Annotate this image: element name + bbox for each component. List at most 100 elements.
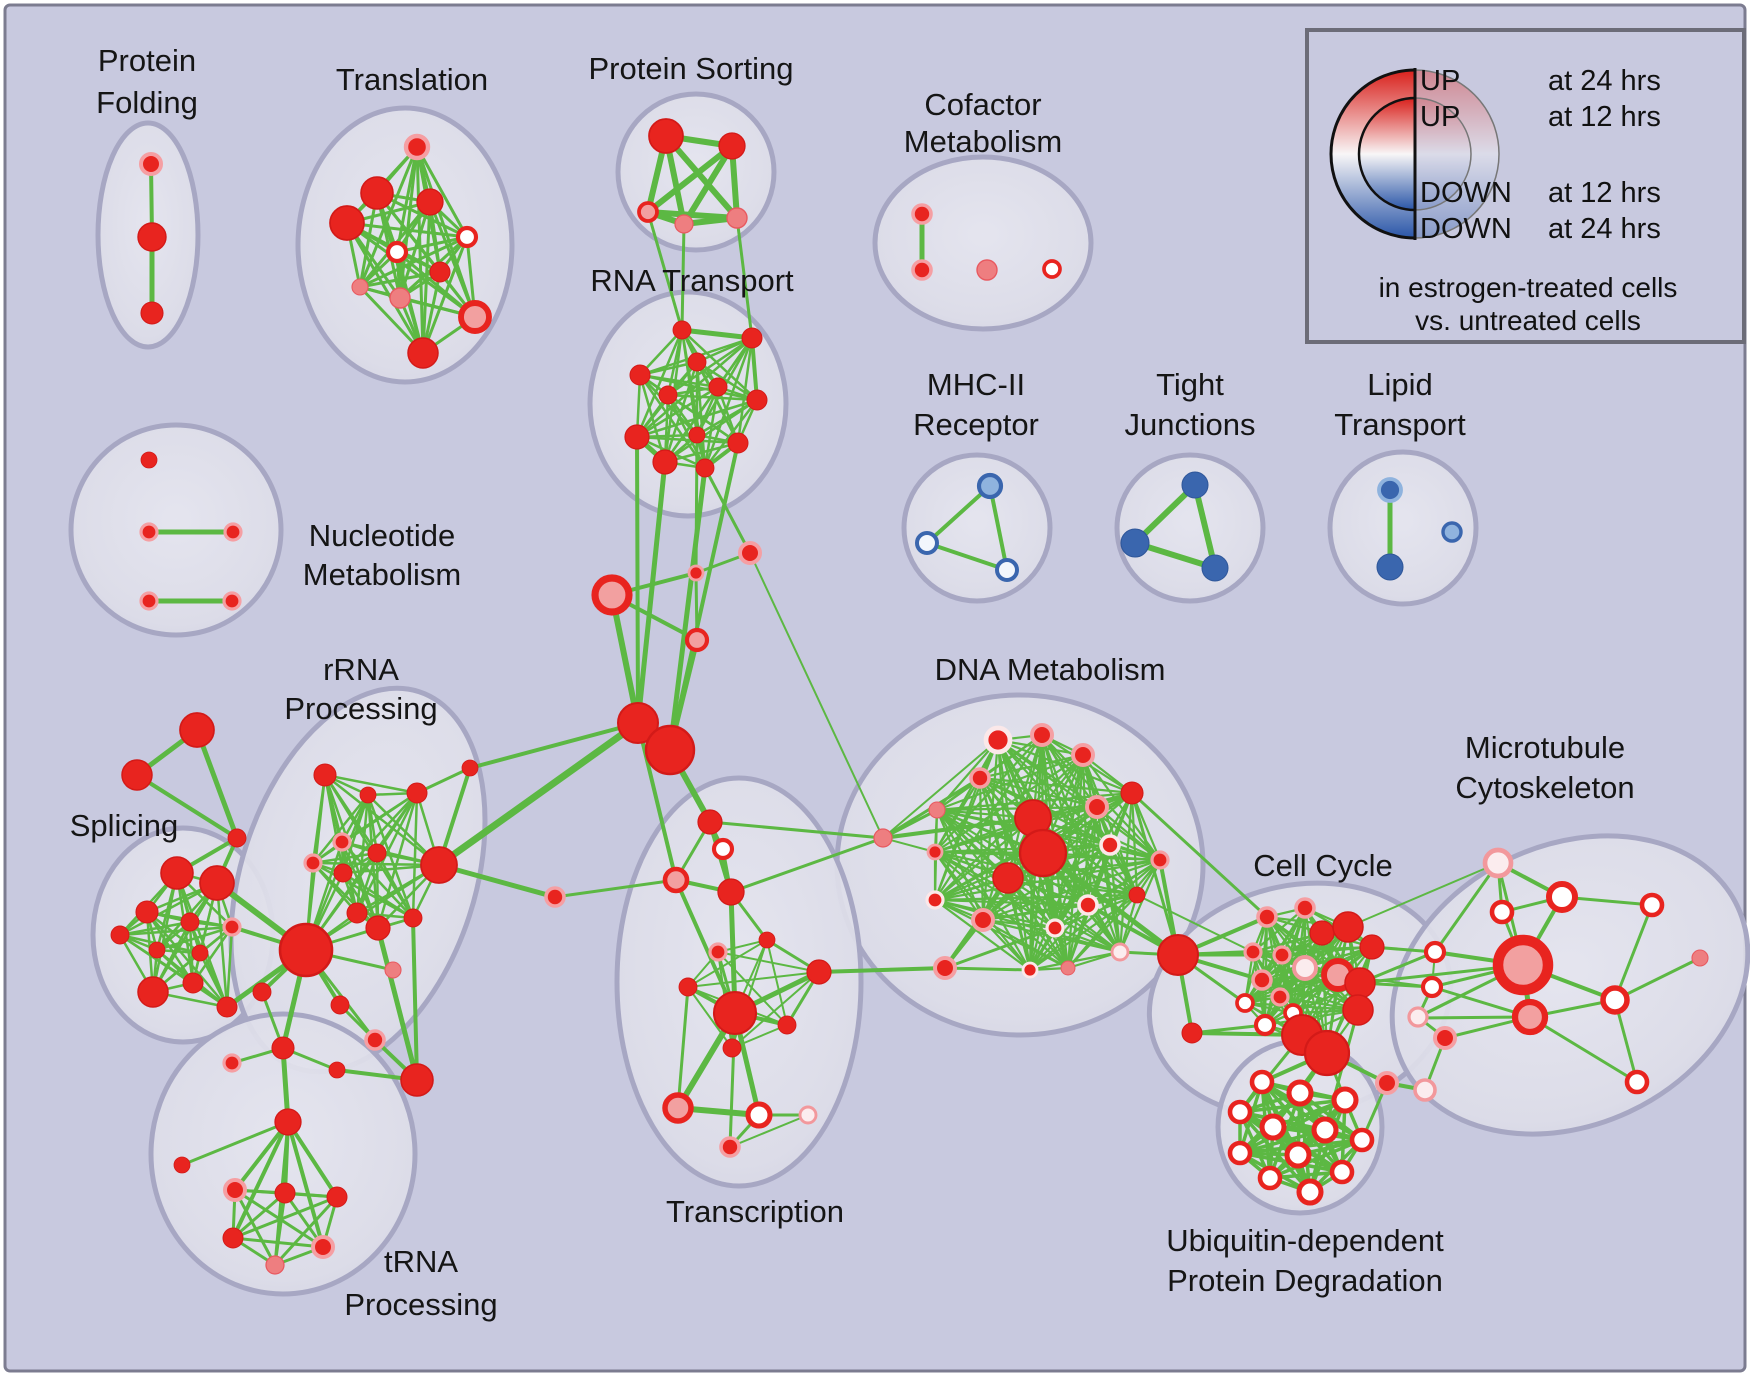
node-dn21[interactable] bbox=[1060, 960, 1076, 976]
node-rt12[interactable] bbox=[695, 458, 715, 478]
node-tr5[interactable] bbox=[455, 225, 479, 249]
node-rr2[interactable] bbox=[359, 786, 377, 804]
node-mh1[interactable] bbox=[976, 472, 1004, 500]
node-tr6[interactable] bbox=[385, 240, 409, 264]
node-dn22[interactable] bbox=[933, 956, 957, 980]
node-txhub[interactable] bbox=[712, 990, 758, 1036]
node-rr11[interactable] bbox=[403, 908, 423, 928]
node-rr10[interactable] bbox=[365, 915, 391, 941]
node-rt11[interactable] bbox=[652, 449, 678, 475]
node-nu1[interactable] bbox=[140, 451, 158, 469]
node-ub7[interactable] bbox=[1349, 1127, 1375, 1153]
node-tj1[interactable] bbox=[1181, 471, 1209, 499]
node-rr14[interactable] bbox=[330, 995, 350, 1015]
node-nu4[interactable] bbox=[139, 591, 159, 611]
node-cc20[interactable] bbox=[1181, 1022, 1203, 1044]
node-dn20[interactable] bbox=[1021, 961, 1039, 979]
node-ch0[interactable] bbox=[738, 541, 762, 565]
node-cf4[interactable] bbox=[1042, 259, 1062, 279]
node-dn19[interactable] bbox=[1110, 942, 1130, 962]
node-tx10[interactable] bbox=[777, 1015, 797, 1035]
node-cc18[interactable] bbox=[1342, 994, 1374, 1026]
node-dn3[interactable] bbox=[1071, 743, 1095, 767]
node-cc13[interactable] bbox=[1235, 993, 1255, 1013]
node-tr9[interactable] bbox=[389, 287, 411, 309]
node-mtb1[interactable] bbox=[1423, 940, 1447, 964]
node-tn8[interactable] bbox=[265, 1255, 285, 1275]
node-sp6[interactable] bbox=[148, 941, 166, 959]
node-rr12[interactable] bbox=[384, 961, 402, 979]
node-tn2[interactable] bbox=[173, 1156, 191, 1174]
node-rb2[interactable] bbox=[1433, 1026, 1457, 1050]
node-cc12[interactable] bbox=[1270, 987, 1290, 1007]
node-rrx[interactable] bbox=[461, 759, 479, 777]
node-nu5[interactable] bbox=[222, 591, 242, 611]
node-dna_l[interactable] bbox=[873, 828, 893, 848]
node-rr1[interactable] bbox=[313, 763, 337, 787]
node-ps5[interactable] bbox=[726, 207, 748, 229]
node-tx6[interactable] bbox=[758, 931, 776, 949]
node-tn3[interactable] bbox=[223, 1178, 247, 1202]
node-sp9[interactable] bbox=[182, 972, 204, 994]
node-rt7[interactable] bbox=[746, 389, 768, 411]
node-cc14[interactable] bbox=[1253, 1013, 1277, 1037]
node-cf1[interactable] bbox=[911, 203, 933, 225]
node-tx13[interactable] bbox=[745, 1101, 773, 1129]
node-dn14[interactable] bbox=[971, 908, 995, 932]
node-tx8[interactable] bbox=[678, 977, 698, 997]
node-tn5[interactable] bbox=[326, 1186, 348, 1208]
node-ch2[interactable] bbox=[591, 574, 633, 616]
node-rr5[interactable] bbox=[303, 853, 323, 873]
node-rt6[interactable] bbox=[658, 385, 678, 405]
node-tnhub[interactable] bbox=[274, 1108, 302, 1136]
node-sp8[interactable] bbox=[137, 976, 169, 1008]
node-rr7[interactable] bbox=[333, 863, 353, 883]
node-hb2[interactable] bbox=[644, 724, 696, 776]
node-tn4[interactable] bbox=[274, 1182, 296, 1204]
node-dn8[interactable] bbox=[926, 843, 944, 861]
node-rb4[interactable] bbox=[1413, 1078, 1437, 1102]
node-lp1[interactable] bbox=[1377, 477, 1403, 503]
node-mt8[interactable] bbox=[1639, 892, 1665, 918]
node-rt8[interactable] bbox=[624, 424, 650, 450]
node-ub12[interactable] bbox=[1296, 1178, 1324, 1206]
node-ch3[interactable] bbox=[684, 627, 710, 653]
node-mt4[interactable] bbox=[1492, 934, 1554, 996]
node-tr10[interactable] bbox=[458, 300, 492, 334]
node-cc5[interactable] bbox=[1359, 934, 1385, 960]
node-ps1[interactable] bbox=[648, 118, 684, 154]
node-nu2[interactable] bbox=[139, 522, 159, 542]
node-t1[interactable] bbox=[179, 712, 215, 748]
node-dn10[interactable] bbox=[1018, 828, 1068, 878]
node-ps3[interactable] bbox=[637, 201, 659, 223]
node-tx12[interactable] bbox=[662, 1092, 694, 1124]
node-cc3[interactable] bbox=[1309, 920, 1335, 946]
node-rt1[interactable] bbox=[672, 320, 692, 340]
node-tx1[interactable] bbox=[697, 809, 723, 835]
node-tx7[interactable] bbox=[708, 942, 728, 962]
node-t2[interactable] bbox=[121, 759, 153, 791]
node-pf1[interactable] bbox=[139, 152, 163, 176]
node-rrb[interactable] bbox=[400, 1063, 434, 1097]
node-rr8[interactable] bbox=[420, 846, 458, 884]
node-tx15[interactable] bbox=[719, 1136, 741, 1158]
node-ub2[interactable] bbox=[1286, 1079, 1314, 1107]
node-mt1[interactable] bbox=[1482, 847, 1514, 879]
node-mt6[interactable] bbox=[1600, 985, 1630, 1015]
node-pf3[interactable] bbox=[140, 301, 164, 325]
node-mh3[interactable] bbox=[995, 558, 1019, 582]
node-ub10[interactable] bbox=[1329, 1159, 1355, 1185]
node-tx14[interactable] bbox=[798, 1105, 818, 1125]
node-dn5[interactable] bbox=[1120, 781, 1144, 805]
node-mt3[interactable] bbox=[1489, 899, 1515, 925]
node-lp2[interactable] bbox=[1376, 553, 1404, 581]
node-rr9[interactable] bbox=[346, 902, 368, 924]
node-t3[interactable] bbox=[227, 828, 247, 848]
node-dn4[interactable] bbox=[969, 767, 991, 789]
node-cc6[interactable] bbox=[1243, 942, 1263, 962]
node-ub4[interactable] bbox=[1227, 1099, 1253, 1125]
node-sp3[interactable] bbox=[135, 900, 159, 924]
node-nu3[interactable] bbox=[223, 522, 243, 542]
node-hb1[interactable] bbox=[617, 702, 659, 744]
node-ub1[interactable] bbox=[1249, 1069, 1275, 1095]
